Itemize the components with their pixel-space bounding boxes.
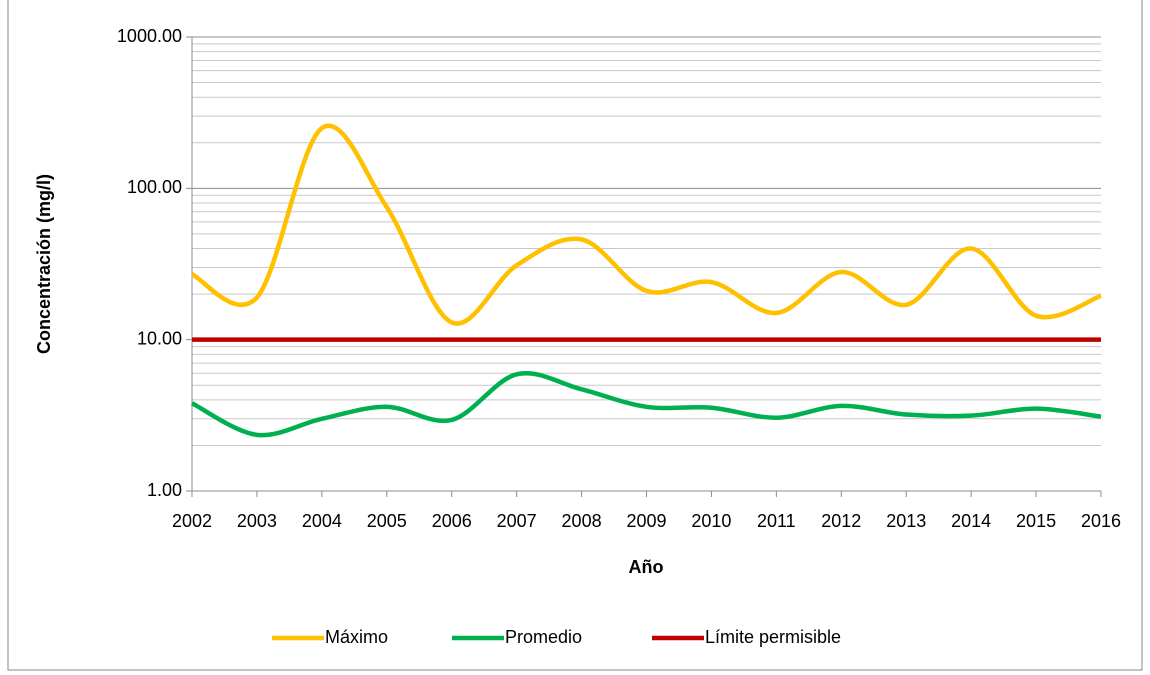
x-tick-label: 2002 xyxy=(172,511,212,531)
x-tick-label: 2006 xyxy=(432,511,472,531)
x-tick-label: 2012 xyxy=(821,511,861,531)
x-tick-label: 2003 xyxy=(237,511,277,531)
x-tick-label: 2014 xyxy=(951,511,991,531)
x-tick-label: 2009 xyxy=(626,511,666,531)
y-tick-label: 1000.00 xyxy=(117,26,182,46)
x-tick-label: 2005 xyxy=(367,511,407,531)
y-axis-label: Concentración (mg/l) xyxy=(34,174,54,354)
legend-label: Máximo xyxy=(325,627,388,647)
y-tick-label: 100.00 xyxy=(127,177,182,197)
x-tick-label: 2011 xyxy=(757,511,796,531)
x-tick-label: 2015 xyxy=(1016,511,1056,531)
x-tick-label: 2010 xyxy=(691,511,731,531)
line-series xyxy=(190,371,1102,438)
x-tick-label: 2007 xyxy=(497,511,537,531)
y-tick-label: 10.00 xyxy=(137,328,182,348)
x-tick-label: 2013 xyxy=(886,511,926,531)
x-tick-label: 2008 xyxy=(562,511,602,531)
x-tick-label: 2004 xyxy=(302,511,342,531)
x-axis-label: Año xyxy=(629,557,664,577)
y-tick-label: 1.00 xyxy=(147,480,182,500)
line-series xyxy=(190,123,1102,326)
legend-label: Promedio xyxy=(505,627,582,647)
legend-label: Límite permisible xyxy=(705,627,841,647)
x-tick-label: 2016 xyxy=(1081,511,1121,531)
chart-frame xyxy=(7,0,1143,671)
